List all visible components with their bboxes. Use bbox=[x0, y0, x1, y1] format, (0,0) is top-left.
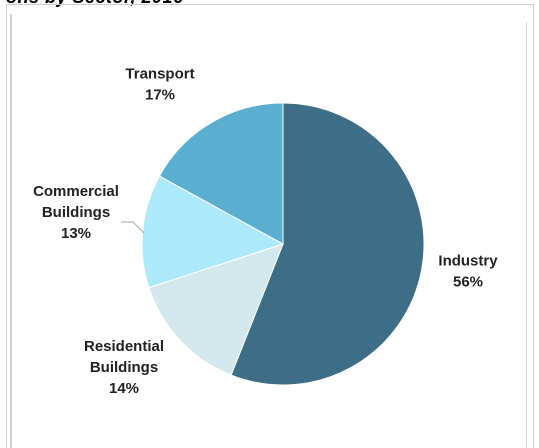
pie-slice-industry bbox=[230, 102, 425, 386]
pie-label-residential-buildings: Residential Buildings 14% bbox=[84, 338, 164, 397]
pie-slice-commercial-buildings bbox=[141, 175, 285, 289]
frame-right-border bbox=[526, 22, 527, 448]
leader-line-commercial-buildings bbox=[121, 221, 145, 234]
pie-label-commercial-buildings: Commercial Buildings 13% bbox=[33, 183, 119, 242]
frame-left-border bbox=[10, 14, 12, 448]
pie-slice-transport bbox=[158, 102, 284, 245]
pie-label-transport: Transport 17% bbox=[125, 66, 194, 104]
chart-title: ons by Sector, 2016 bbox=[6, 0, 184, 8]
chart-frame bbox=[6, 4, 534, 448]
pie-label-industry: Industry 56% bbox=[438, 253, 498, 291]
